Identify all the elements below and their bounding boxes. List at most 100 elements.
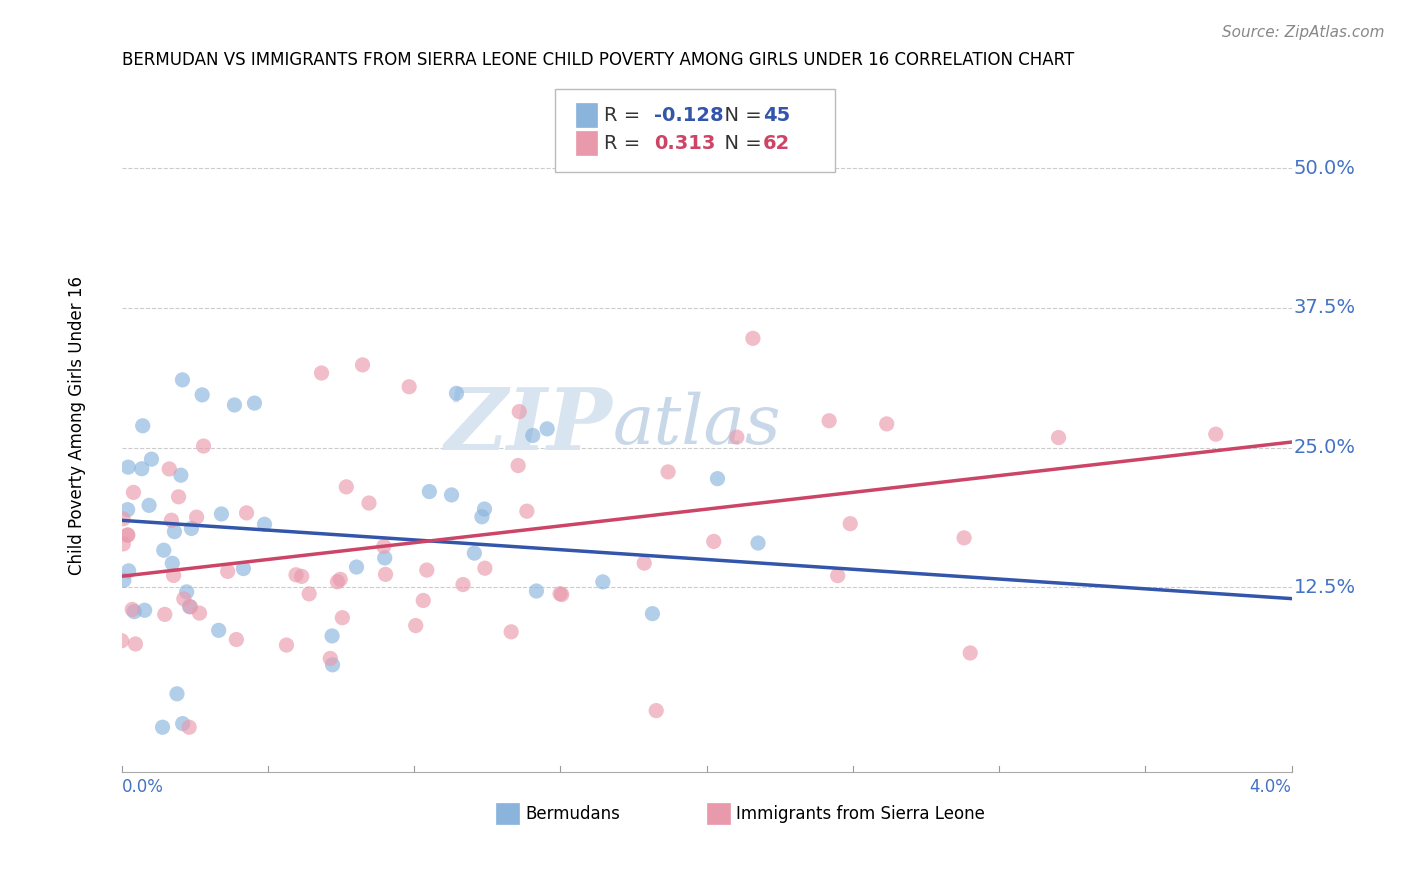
Point (440, 488, 463, 502)
Text: R =: R = (603, 106, 647, 125)
Point (160, 513, 183, 527)
Point (321, 629, 343, 643)
Point (122, 485, 145, 500)
Point (633, 556, 655, 570)
FancyBboxPatch shape (554, 89, 835, 172)
Point (373, 540, 395, 554)
Point (122, 605, 145, 619)
Text: R =: R = (603, 134, 647, 153)
Point (112, 574, 135, 588)
Point (346, 560, 368, 574)
Point (162, 568, 184, 582)
Point (179, 599, 201, 614)
Point (111, 633, 134, 648)
Point (357, 496, 380, 510)
Point (117, 528, 139, 542)
Point (285, 567, 308, 582)
Point (141, 452, 163, 467)
Point (298, 587, 321, 601)
Point (1205, 427, 1227, 442)
Point (225, 632, 247, 647)
Point (703, 534, 725, 549)
Point (112, 512, 135, 526)
Point (412, 593, 434, 607)
Point (179, 720, 201, 734)
Point (235, 506, 257, 520)
Point (186, 510, 208, 524)
Point (741, 331, 763, 345)
Point (172, 373, 194, 387)
Point (548, 587, 571, 601)
Point (501, 624, 523, 639)
Point (471, 509, 494, 524)
Text: atlas: atlas (613, 392, 782, 458)
Point (193, 439, 215, 453)
Point (551, 588, 574, 602)
Point (463, 546, 485, 560)
Point (516, 504, 538, 518)
Point (592, 574, 614, 589)
Text: 0.313: 0.313 (654, 134, 716, 153)
Point (170, 468, 193, 483)
Point (163, 524, 186, 539)
Point (330, 610, 353, 624)
Point (1047, 431, 1070, 445)
Text: 12.5%: 12.5% (1294, 578, 1355, 597)
Point (117, 460, 139, 475)
Point (152, 543, 174, 558)
Text: -0.128: -0.128 (654, 106, 724, 125)
Text: 0.0%: 0.0% (122, 778, 163, 796)
Point (180, 521, 202, 535)
Text: N =: N = (713, 106, 769, 125)
Point (319, 651, 342, 665)
Point (329, 572, 352, 586)
Point (953, 531, 976, 545)
Point (474, 561, 496, 575)
Text: ZIP: ZIP (446, 384, 613, 467)
Point (959, 646, 981, 660)
Point (162, 556, 184, 570)
Point (157, 462, 180, 476)
Point (657, 465, 679, 479)
Text: 37.5%: 37.5% (1294, 298, 1355, 318)
Point (117, 564, 139, 578)
Point (117, 528, 139, 542)
Point (522, 428, 544, 442)
Text: 4.0%: 4.0% (1250, 778, 1292, 796)
Point (166, 687, 188, 701)
Point (725, 430, 748, 444)
Point (291, 569, 314, 583)
Point (131, 418, 153, 433)
Point (167, 490, 190, 504)
Point (645, 704, 668, 718)
Point (335, 480, 357, 494)
Point (224, 398, 246, 412)
Point (121, 602, 143, 616)
Text: 25.0%: 25.0% (1294, 438, 1355, 457)
Point (474, 502, 496, 516)
Point (405, 618, 427, 632)
FancyBboxPatch shape (575, 131, 596, 155)
Point (326, 574, 349, 589)
Point (322, 657, 344, 672)
Point (747, 536, 769, 550)
Point (446, 386, 468, 401)
Point (138, 499, 160, 513)
Point (176, 585, 198, 599)
Point (217, 565, 239, 579)
Point (152, 720, 174, 734)
Point (416, 563, 439, 577)
Point (706, 472, 728, 486)
Point (641, 607, 664, 621)
Text: Bermudans: Bermudans (526, 805, 620, 822)
Point (876, 417, 898, 431)
Point (508, 404, 530, 418)
Point (172, 716, 194, 731)
Point (418, 484, 440, 499)
Text: 45: 45 (762, 106, 790, 125)
Point (188, 606, 211, 620)
Point (526, 584, 548, 599)
Point (839, 516, 862, 531)
Point (311, 366, 333, 380)
Point (209, 507, 232, 521)
